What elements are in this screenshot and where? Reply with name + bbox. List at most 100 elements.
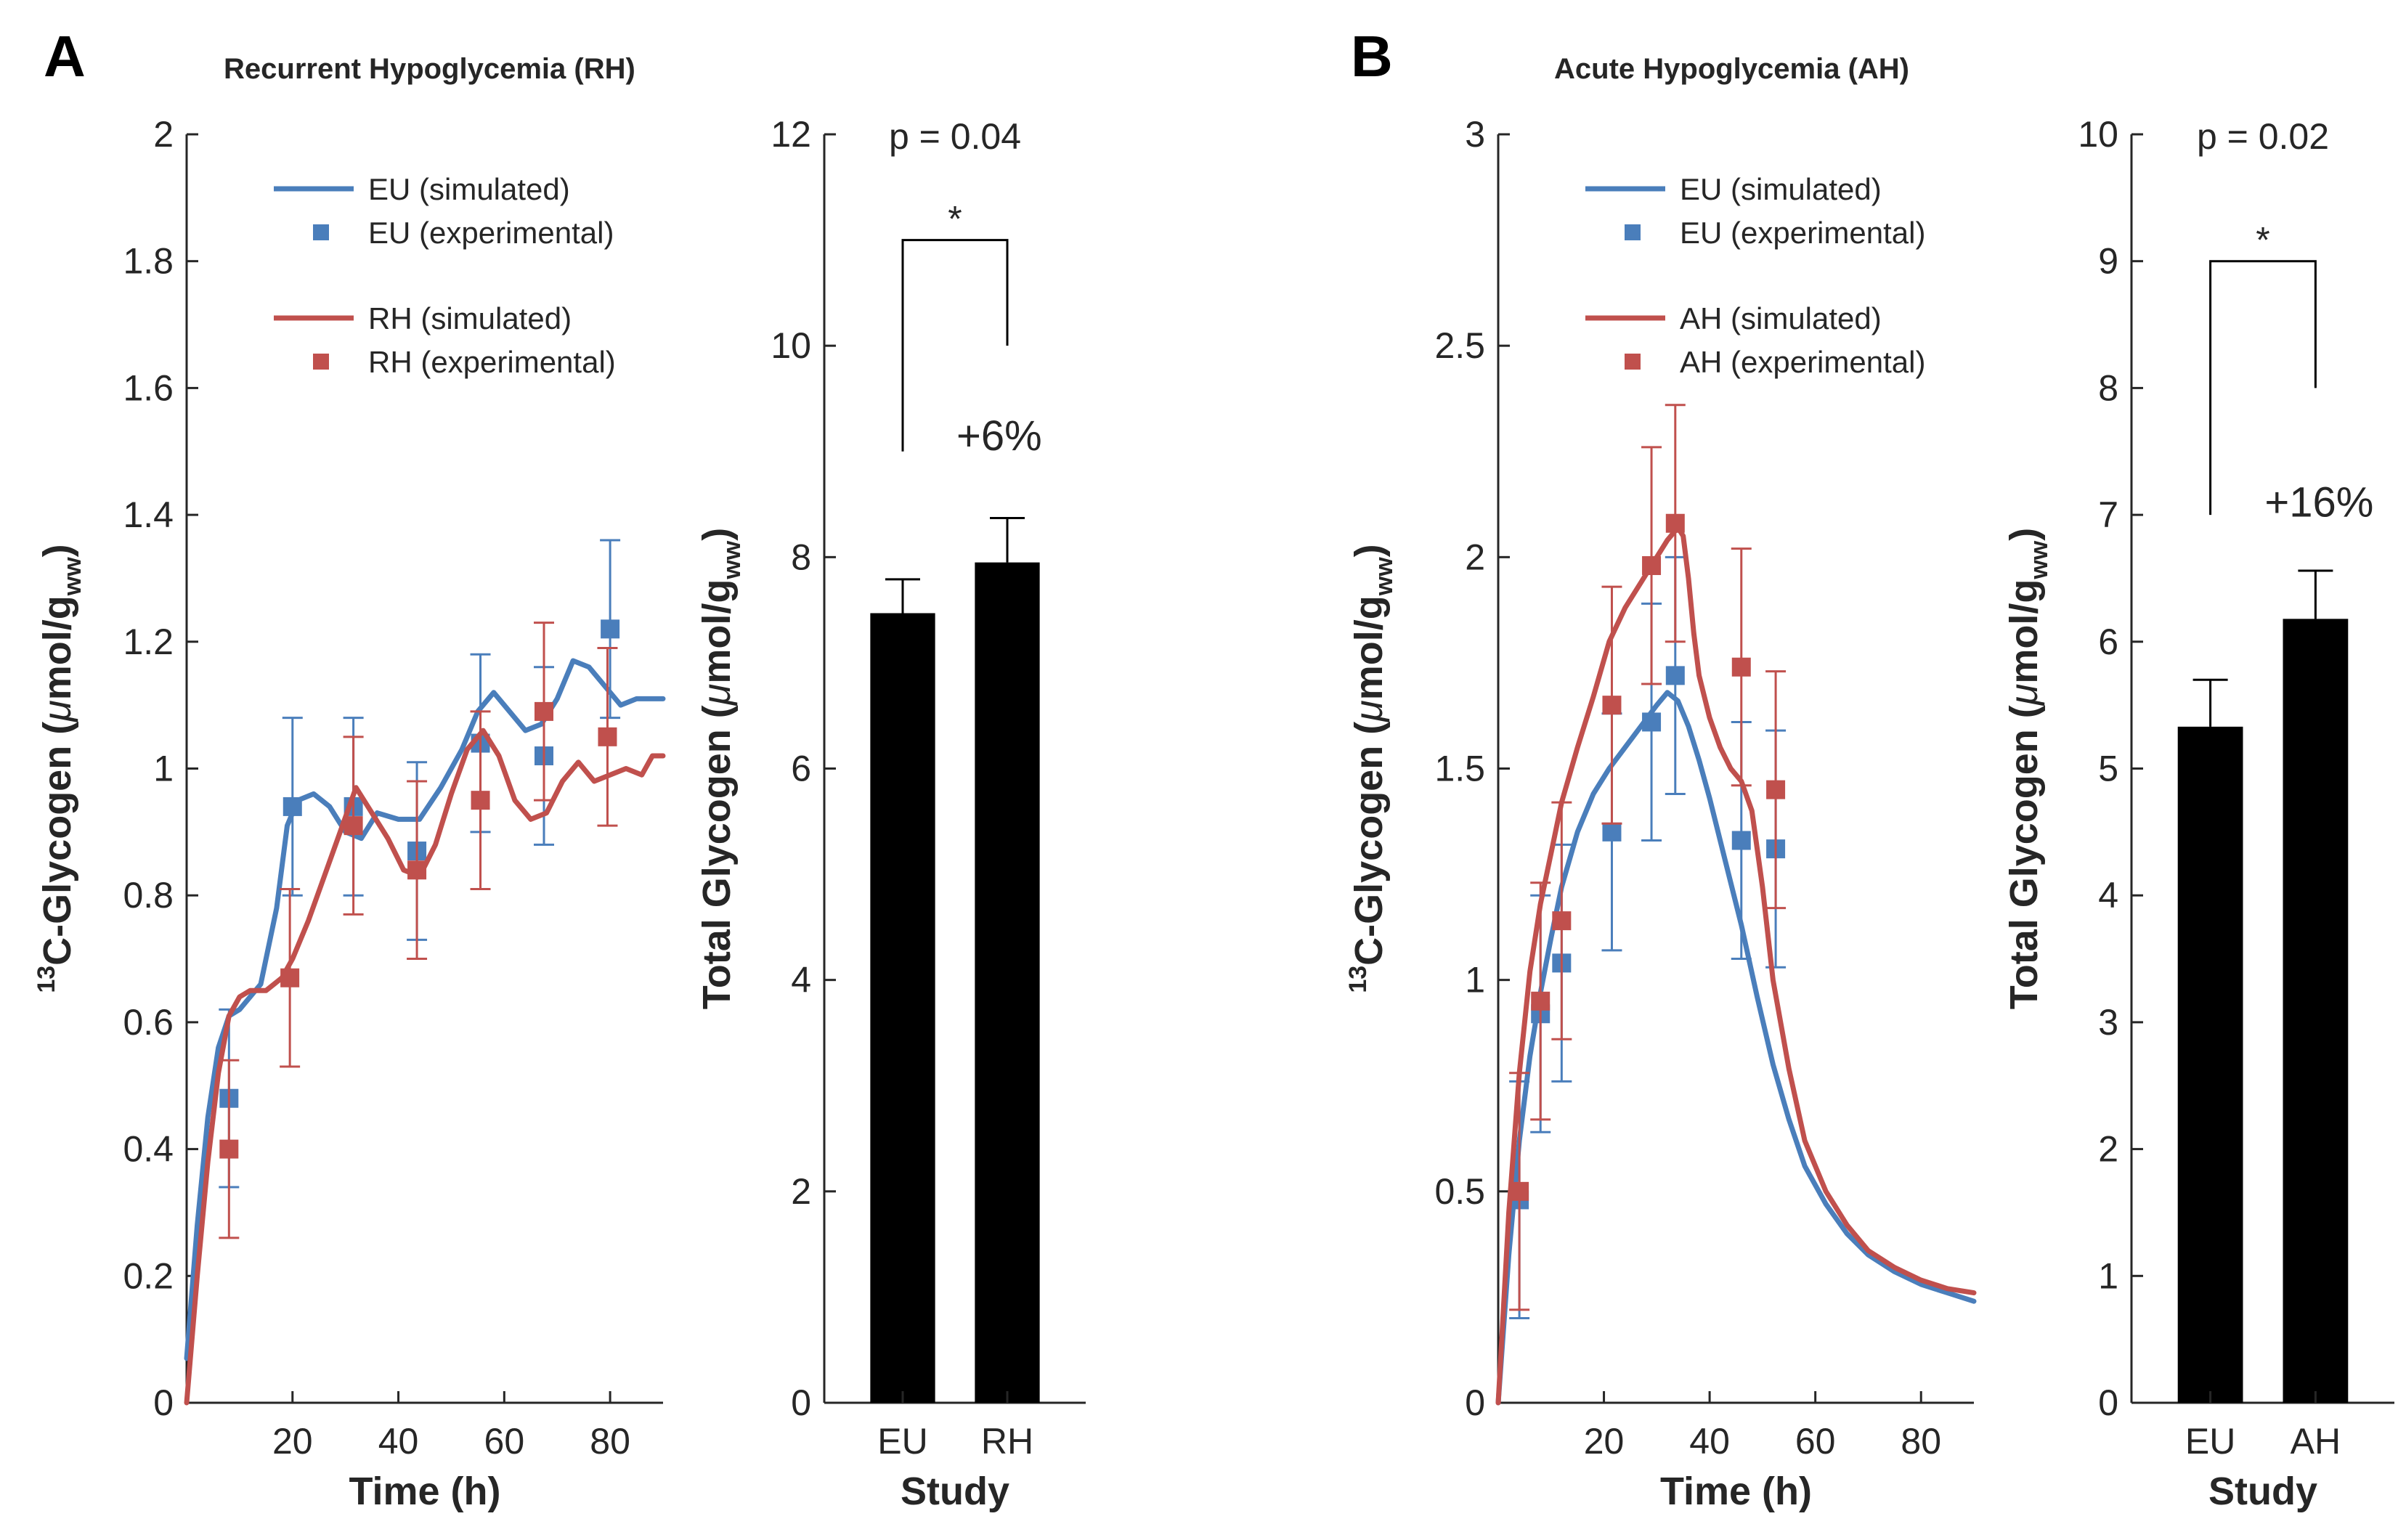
y-tick-label: 10 bbox=[2078, 114, 2118, 155]
y-label-superscript: 13 bbox=[1344, 966, 1372, 993]
percent-change: +6% bbox=[956, 412, 1042, 460]
data-point bbox=[535, 701, 553, 721]
bar-rh bbox=[975, 562, 1040, 1403]
y-tick-label: 2 bbox=[2098, 1129, 2118, 1170]
legend-label: AH (experimental) bbox=[1680, 345, 1925, 379]
y-tick-label: 0 bbox=[2098, 1382, 2118, 1423]
x-axis-label: Time (h) bbox=[349, 1470, 500, 1513]
y-label-subscript: ww bbox=[59, 557, 86, 596]
y-tick-label: 9 bbox=[2098, 241, 2118, 282]
series-rh-experimental bbox=[219, 622, 618, 1239]
bar-eu bbox=[870, 613, 935, 1403]
y-tick-label: 2 bbox=[1465, 537, 1485, 577]
x-axis-label: Study bbox=[2208, 1470, 2317, 1513]
significance-bracket bbox=[901, 239, 1009, 452]
bar-chart: 0 1 2 3 4 5 6 7 8 9 10 EU AH * p = 0.02 +16% Study Total … bbox=[2002, 114, 2394, 1513]
y-label-main: C-Glycogen ( bbox=[36, 722, 79, 966]
data-point bbox=[1642, 712, 1662, 732]
bar-ah bbox=[2283, 619, 2349, 1403]
legend-item: EU (experimental) bbox=[1625, 216, 1925, 250]
y-tick-label: 2 bbox=[791, 1171, 811, 1212]
legend-item: EU (simulated) bbox=[1585, 172, 1882, 206]
legend-label: EU (experimental) bbox=[368, 216, 614, 250]
data-point bbox=[344, 816, 363, 836]
y-tick-label: 0.6 bbox=[123, 1002, 174, 1043]
y-tick-label: 12 bbox=[771, 114, 811, 155]
category-label: EU bbox=[877, 1421, 927, 1462]
percent-change: +16% bbox=[2264, 479, 2373, 526]
y-label-mu: μ bbox=[2002, 684, 2046, 707]
panel-title: Recurrent Hypoglycemia (RH) bbox=[224, 53, 635, 85]
y-tick-label: 0.2 bbox=[123, 1255, 174, 1296]
data-point bbox=[601, 619, 620, 639]
y-tick-label: 6 bbox=[791, 749, 811, 789]
y-tick-label: 4 bbox=[791, 960, 811, 1001]
y-tick-label: 6 bbox=[2098, 622, 2118, 662]
simulated-line bbox=[184, 728, 666, 1406]
y-tick-label: 0.4 bbox=[123, 1129, 174, 1170]
legend-item: AH (experimental) bbox=[1625, 345, 1925, 379]
y-tick-label: 3 bbox=[2098, 1002, 2118, 1043]
simulated-line bbox=[1495, 690, 1977, 1406]
y-tick-label: 1 bbox=[2098, 1255, 2118, 1296]
legend-label: EU (simulated) bbox=[1680, 172, 1882, 206]
y-tick-label: 0 bbox=[791, 1382, 811, 1423]
x-tick-label: 20 bbox=[272, 1421, 313, 1462]
bar-eu bbox=[2177, 726, 2243, 1403]
y-label-close: ) bbox=[2002, 528, 2046, 541]
y-label-close: ) bbox=[1347, 544, 1391, 557]
panel-letter: A bbox=[44, 24, 86, 89]
data-point bbox=[1642, 555, 1662, 575]
series-rh-simulated bbox=[184, 728, 666, 1406]
y-label-mu: μ bbox=[695, 684, 739, 707]
y-tick-label: 1.2 bbox=[123, 622, 174, 662]
y-label-unit: mol/g bbox=[1347, 595, 1391, 700]
data-point bbox=[283, 797, 302, 816]
y-tick-label: 5 bbox=[2098, 749, 2118, 789]
data-point bbox=[1602, 696, 1622, 715]
significance-star: * bbox=[2256, 220, 2269, 261]
legend-marker-swatch bbox=[1625, 354, 1641, 370]
y-label-mu: μ bbox=[36, 700, 79, 723]
simulated-line bbox=[1495, 525, 1977, 1406]
y-label-unit: mol/g bbox=[2002, 579, 2046, 684]
y-tick-label: 7 bbox=[2098, 494, 2118, 535]
y-tick-label: 0 bbox=[1465, 1382, 1485, 1423]
p-value: p = 0.02 bbox=[2197, 116, 2329, 157]
x-tick-label: 60 bbox=[1795, 1421, 1836, 1462]
y-label-subscript: ww bbox=[718, 540, 746, 579]
y-tick-label: 8 bbox=[2098, 367, 2118, 408]
y-tick-label: 0.5 bbox=[1434, 1171, 1485, 1212]
y-tick-label: 1 bbox=[1465, 960, 1485, 1001]
category-label: RH bbox=[981, 1421, 1033, 1462]
panel-A: A Recurrent Hypoglycemia (RH) 0 0.2 0.4 0.6 0.… bbox=[33, 24, 1086, 1513]
legend-marker-swatch bbox=[313, 224, 329, 240]
line-chart: 0 0.5 1 1.5 2 2.5 3 20 40 60 80 Time (h) 13C-Glycoge… bbox=[1344, 114, 1977, 1513]
data-point bbox=[1602, 822, 1622, 842]
y-tick-label: 10 bbox=[771, 325, 811, 366]
y-tick-label: 1.5 bbox=[1434, 749, 1485, 789]
y-tick-label: 1 bbox=[153, 749, 174, 789]
y-tick-label: 1.6 bbox=[123, 367, 174, 408]
data-point bbox=[1552, 911, 1572, 931]
panel-title: Acute Hypoglycemia (AH) bbox=[1554, 53, 1909, 85]
y-tick-label: 0.8 bbox=[123, 875, 174, 916]
x-tick-label: 40 bbox=[378, 1421, 419, 1462]
legend-item: RH (experimental) bbox=[313, 345, 616, 379]
y-tick-label: 3 bbox=[1465, 114, 1485, 155]
y-tick-label: 1.4 bbox=[123, 494, 174, 535]
y-tick-label: 2 bbox=[153, 114, 174, 155]
legend-label: RH (experimental) bbox=[368, 345, 616, 379]
bar-chart: 0 2 4 6 8 10 12 EU RH * p = 0.04 +6% Study Total Glyc… bbox=[695, 114, 1086, 1513]
p-value: p = 0.04 bbox=[889, 116, 1021, 157]
legend-item: AH (simulated) bbox=[1585, 301, 1882, 335]
y-label-unit: mol/g bbox=[36, 595, 79, 700]
y-label-close: ) bbox=[36, 544, 79, 557]
y-label-main: Total Glycogen ( bbox=[2002, 705, 2046, 1009]
legend-item: EU (experimental) bbox=[313, 216, 614, 250]
x-tick-label: 60 bbox=[484, 1421, 525, 1462]
series-eu-simulated bbox=[1495, 690, 1977, 1406]
y-label-close: ) bbox=[695, 528, 739, 541]
